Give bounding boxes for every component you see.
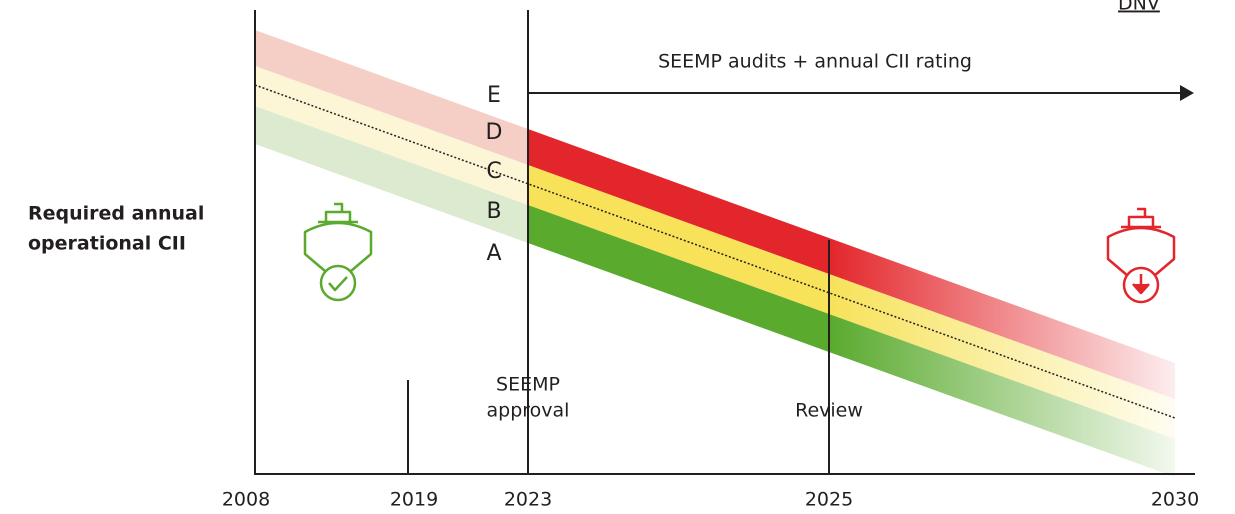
- reference-line: [254, 84, 1176, 419]
- year-label: 2030: [1151, 489, 1199, 511]
- audits-label: SEEMP audits + annual CII rating: [658, 51, 972, 73]
- grade-label: A: [486, 241, 501, 266]
- year-label: 2025: [805, 489, 853, 511]
- band-future-green: [829, 314, 1175, 477]
- grade-label: D: [486, 120, 503, 145]
- year-label: 2008: [222, 489, 270, 511]
- band-past-yellow: [255, 66, 528, 205]
- grade-label: E: [487, 83, 501, 108]
- approval-label: SEEMP: [496, 374, 560, 396]
- y-axis-label: operational CII: [28, 233, 186, 255]
- grade-label: B: [486, 199, 501, 224]
- grade-label: C: [486, 159, 501, 184]
- y-axis-label: Required annual: [28, 203, 204, 225]
- approval-label: approval: [487, 400, 570, 422]
- band-red: [528, 129, 829, 274]
- noncompliant-ship-icon: [1106, 207, 1176, 304]
- source-link[interactable]: DNV: [1118, 0, 1160, 15]
- band-future-red: [829, 238, 1175, 399]
- review-label: Review: [795, 400, 863, 422]
- band-past-red: [255, 30, 528, 165]
- band-green: [528, 205, 829, 352]
- arrow-head: [1180, 85, 1194, 101]
- band-yellow: [528, 165, 829, 314]
- compliant-ship-icon: [303, 202, 373, 302]
- year-label: 2019: [390, 489, 438, 511]
- year-label: 2023: [504, 489, 552, 511]
- band-future-yellow: [829, 274, 1175, 439]
- band-past-green: [255, 106, 528, 243]
